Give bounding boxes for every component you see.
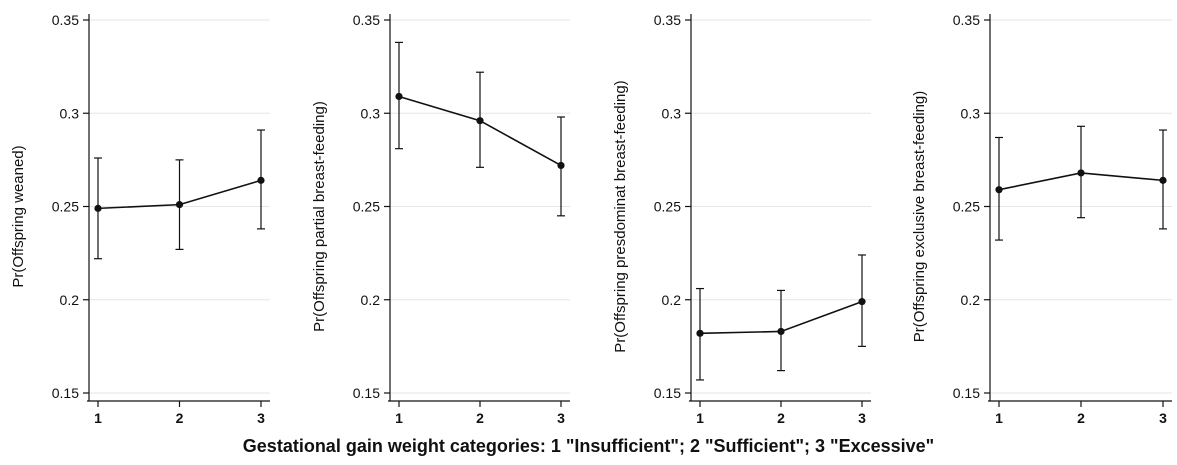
x-tick-label: 1 bbox=[395, 410, 403, 426]
y-tick-label: 0.25 bbox=[654, 199, 681, 215]
y-tick-label: 0.3 bbox=[60, 105, 80, 121]
y-tick-label: 0.2 bbox=[361, 292, 381, 308]
y-tick-label: 0.2 bbox=[961, 292, 981, 308]
chart-panels: 0.15 0.2 0.25 0.3 0.35 1 2 3 Pr(Offspring weaned… bbox=[10, 12, 1172, 426]
chart-panel-2: 0.15 0.2 0.25 0.3 0.35 1 2 3 Pr(Offspring partia… bbox=[311, 12, 570, 426]
x-tick-label: 3 bbox=[858, 410, 866, 426]
y-tick-label: 0.25 bbox=[52, 199, 79, 215]
data-point-1 bbox=[395, 92, 403, 101]
x-tick-label: 3 bbox=[1159, 410, 1167, 426]
data-point-3 bbox=[257, 176, 265, 184]
data-point-2 bbox=[476, 117, 484, 125]
data-point-3 bbox=[557, 161, 565, 170]
x-tick-label: 2 bbox=[476, 410, 484, 426]
y-axis-label: Pr(Offspring presdominat breast-feeding) bbox=[612, 80, 629, 352]
x-tick-label: 1 bbox=[995, 410, 1003, 426]
chart-panel-3: 0.15 0.2 0.25 0.3 0.35 1 2 3 Pr(Offspring presdo… bbox=[612, 12, 871, 426]
x-tick-label: 3 bbox=[257, 410, 265, 426]
x-tick-label: 1 bbox=[94, 410, 102, 426]
data-point-1 bbox=[94, 204, 102, 212]
x-tick-label: 3 bbox=[557, 410, 565, 426]
y-tick-label: 0.3 bbox=[961, 105, 981, 121]
x-tick-label: 2 bbox=[777, 410, 785, 426]
data-point-3 bbox=[1159, 176, 1167, 184]
x-tick-label: 2 bbox=[176, 410, 184, 426]
y-tick-label: 0.15 bbox=[353, 385, 380, 401]
data-point-2 bbox=[777, 327, 785, 336]
chart-panel-4: 0.15 0.2 0.25 0.3 0.35 1 2 3 Pr(Offspring exclus… bbox=[911, 12, 1172, 426]
y-tick-label: 0.35 bbox=[353, 12, 380, 28]
y-axis-label: Pr(Offspring weaned) bbox=[10, 145, 27, 287]
y-tick-label: 0.2 bbox=[662, 292, 682, 308]
data-point-3 bbox=[858, 298, 866, 306]
y-tick-label: 0.15 bbox=[52, 385, 79, 401]
y-tick-label: 0.3 bbox=[662, 105, 682, 121]
y-tick-label: 0.15 bbox=[654, 385, 681, 401]
chart-panel-1: 0.15 0.2 0.25 0.3 0.35 1 2 3 Pr(Offspring weaned… bbox=[10, 12, 270, 426]
y-tick-label: 0.25 bbox=[953, 199, 980, 215]
data-point-1 bbox=[995, 186, 1003, 194]
data-point-2 bbox=[175, 201, 184, 209]
y-axis-label: Pr(Offspring exclusive breast-feeding) bbox=[911, 91, 928, 343]
data-point-2 bbox=[1077, 169, 1085, 177]
y-tick-label: 0.35 bbox=[654, 12, 681, 28]
y-tick-label: 0.25 bbox=[353, 199, 380, 215]
y-tick-label: 0.3 bbox=[361, 105, 381, 121]
shared-x-axis-label: Gestational gain weight categories: 1 "I… bbox=[242, 436, 935, 456]
y-tick-label: 0.2 bbox=[60, 292, 80, 308]
data-point-1 bbox=[696, 329, 704, 337]
x-tick-label: 2 bbox=[1077, 410, 1085, 426]
y-tick-label: 0.15 bbox=[953, 385, 980, 401]
y-axis-label: Pr(Offspring partial breast-feeding) bbox=[311, 101, 328, 332]
y-tick-label: 0.35 bbox=[52, 12, 79, 28]
y-tick-label: 0.35 bbox=[953, 12, 980, 28]
x-tick-label: 1 bbox=[696, 410, 704, 426]
